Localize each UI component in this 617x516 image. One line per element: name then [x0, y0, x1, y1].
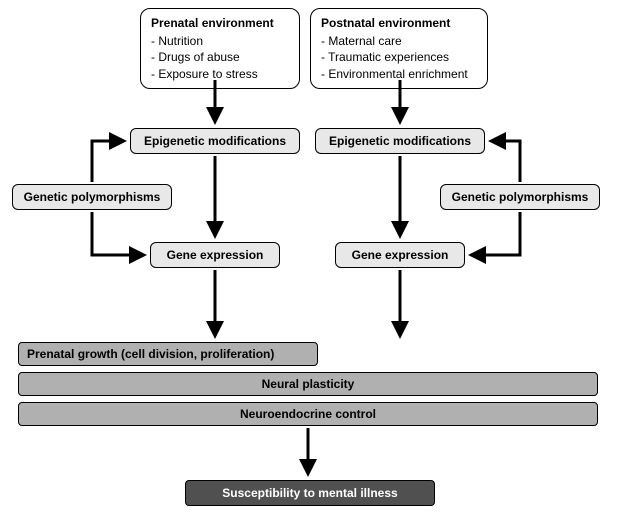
arrow-poly-left-to-epi	[92, 141, 124, 182]
neuroendocrine-bar: Neuroendocrine control	[18, 402, 598, 426]
arrow-poly-right-to-gene	[471, 212, 520, 255]
polymorphisms-right: Genetic polymorphisms	[440, 184, 600, 210]
gene-expression-left-label: Gene expression	[167, 248, 264, 262]
polymorphisms-left: Genetic polymorphisms	[12, 184, 172, 210]
polymorphisms-right-label: Genetic polymorphisms	[452, 190, 589, 204]
postnatal-item-0: - Maternal care	[321, 33, 477, 49]
prenatal-growth-label: Prenatal growth (cell division, prolifer…	[27, 347, 274, 361]
neural-plasticity-label: Neural plasticity	[262, 377, 355, 391]
arrows-layer	[0, 0, 617, 516]
epigenetic-right-label: Epigenetic modifications	[329, 134, 471, 148]
gene-expression-right: Gene expression	[335, 242, 465, 268]
postnatal-item-2: - Environmental enrichment	[321, 66, 477, 82]
postnatal-title: Postnatal environment	[321, 15, 477, 31]
polymorphisms-left-label: Genetic polymorphisms	[24, 190, 161, 204]
gene-expression-right-label: Gene expression	[352, 248, 449, 262]
prenatal-item-0: - Nutrition	[151, 33, 289, 49]
prenatal-item-2: - Exposure to stress	[151, 66, 289, 82]
epigenetic-right: Epigenetic modifications	[315, 128, 485, 154]
epigenetic-left: Epigenetic modifications	[130, 128, 300, 154]
neuroendocrine-label: Neuroendocrine control	[240, 407, 376, 421]
arrow-poly-left-to-gene	[92, 212, 144, 255]
prenatal-environment-box: Prenatal environment - Nutrition - Drugs…	[140, 8, 300, 89]
postnatal-environment-box: Postnatal environment - Maternal care - …	[310, 8, 488, 89]
susceptibility-label: Susceptibility to mental illness	[222, 486, 397, 500]
gene-expression-left: Gene expression	[150, 242, 280, 268]
arrow-poly-right-to-epi	[491, 141, 520, 182]
prenatal-title: Prenatal environment	[151, 15, 289, 31]
prenatal-item-1: - Drugs of abuse	[151, 49, 289, 65]
neural-plasticity-bar: Neural plasticity	[18, 372, 598, 396]
susceptibility-box: Susceptibility to mental illness	[185, 480, 435, 506]
postnatal-item-1: - Traumatic experiences	[321, 49, 477, 65]
prenatal-growth-bar: Prenatal growth (cell division, prolifer…	[18, 342, 318, 366]
epigenetic-left-label: Epigenetic modifications	[144, 134, 286, 148]
